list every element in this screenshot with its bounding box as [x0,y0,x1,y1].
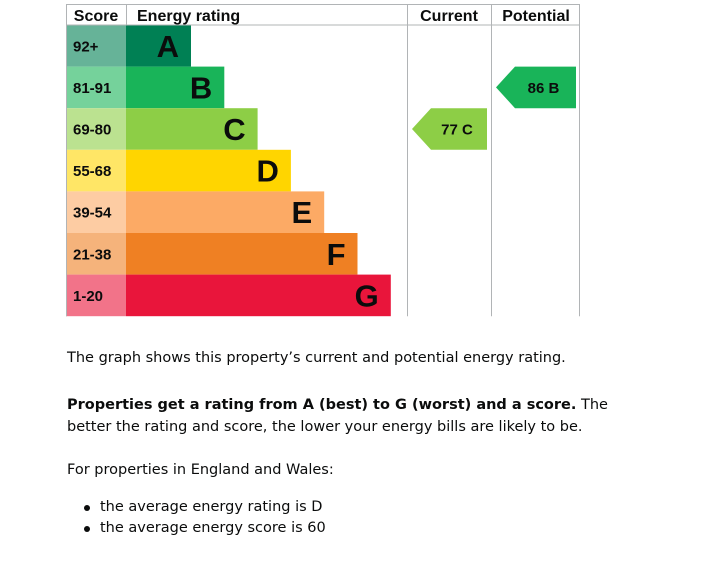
average-intro: For properties in England and Wales: [67,462,334,478]
score-label-c: 69-80 [73,122,111,139]
score-label-f: 21-38 [73,246,111,263]
band-bar-c [126,108,258,150]
average-list: the average energy rating is D the avera… [82,497,326,539]
band-bar-e [126,191,325,233]
band-letter-g: G [355,278,379,313]
band-bar-b [126,66,225,109]
header-potential: Potential [502,8,570,25]
arrows-layer: 77 C 86 B [412,66,576,150]
rating-explanation-bold: Properties get a rating from A (best) to… [67,397,577,413]
band-bar-d [126,149,291,192]
band-bar-a [126,25,191,67]
current-rating-arrow-label: 77 C [441,122,473,139]
band-letter-d: D [257,154,279,189]
score-cell-d [66,149,126,192]
current-rating-arrow [412,108,487,150]
band-letter-b: B [190,70,212,105]
potential-rating-arrow-label: 86 B [528,80,560,97]
bands-layer: 92+ A 81-91 B 69-80 C 55-68 D 39-54 E 21-38 F 1-20 G [66,25,391,317]
header-current: Current [420,8,478,25]
score-label-d: 55-68 [73,163,111,180]
score-label-e: 39-54 [73,205,112,222]
band-letter-f: F [327,237,346,272]
score-cell-f [66,233,126,275]
score-cell-a [66,25,126,67]
chart-description: The graph shows this property’s current … [67,350,566,366]
score-cell-g [66,274,126,317]
score-label-a: 92+ [73,38,99,55]
score-label-b: 81-91 [73,80,111,97]
band-bar-g [126,274,391,317]
potential-rating-arrow [496,66,576,109]
band-letter-e: E [292,195,313,230]
energy-rating-chart: 92+ A81-91 B69-80 C55-68 D39-54 E21-38 F1-20 G … [66,4,580,317]
band-letter-a: A [157,29,179,64]
band-bar-f [126,233,358,275]
score-cell-e [66,191,126,233]
header-score: Score [74,8,119,25]
score-label-g: 1-20 [73,288,103,305]
band-letter-c: C [223,112,245,147]
average-score-item: the average energy score is 60 [82,518,326,539]
score-cell-b [66,66,126,109]
rating-explanation-rest: The better the rating and score, the low… [67,397,608,435]
rating-explanation: Properties get a rating from A (best) to… [67,394,627,438]
average-rating-item: the average energy rating is D [82,497,326,518]
header-energy-rating: Energy rating [137,8,240,25]
table-grid [66,4,580,317]
score-cell-c [66,108,126,150]
